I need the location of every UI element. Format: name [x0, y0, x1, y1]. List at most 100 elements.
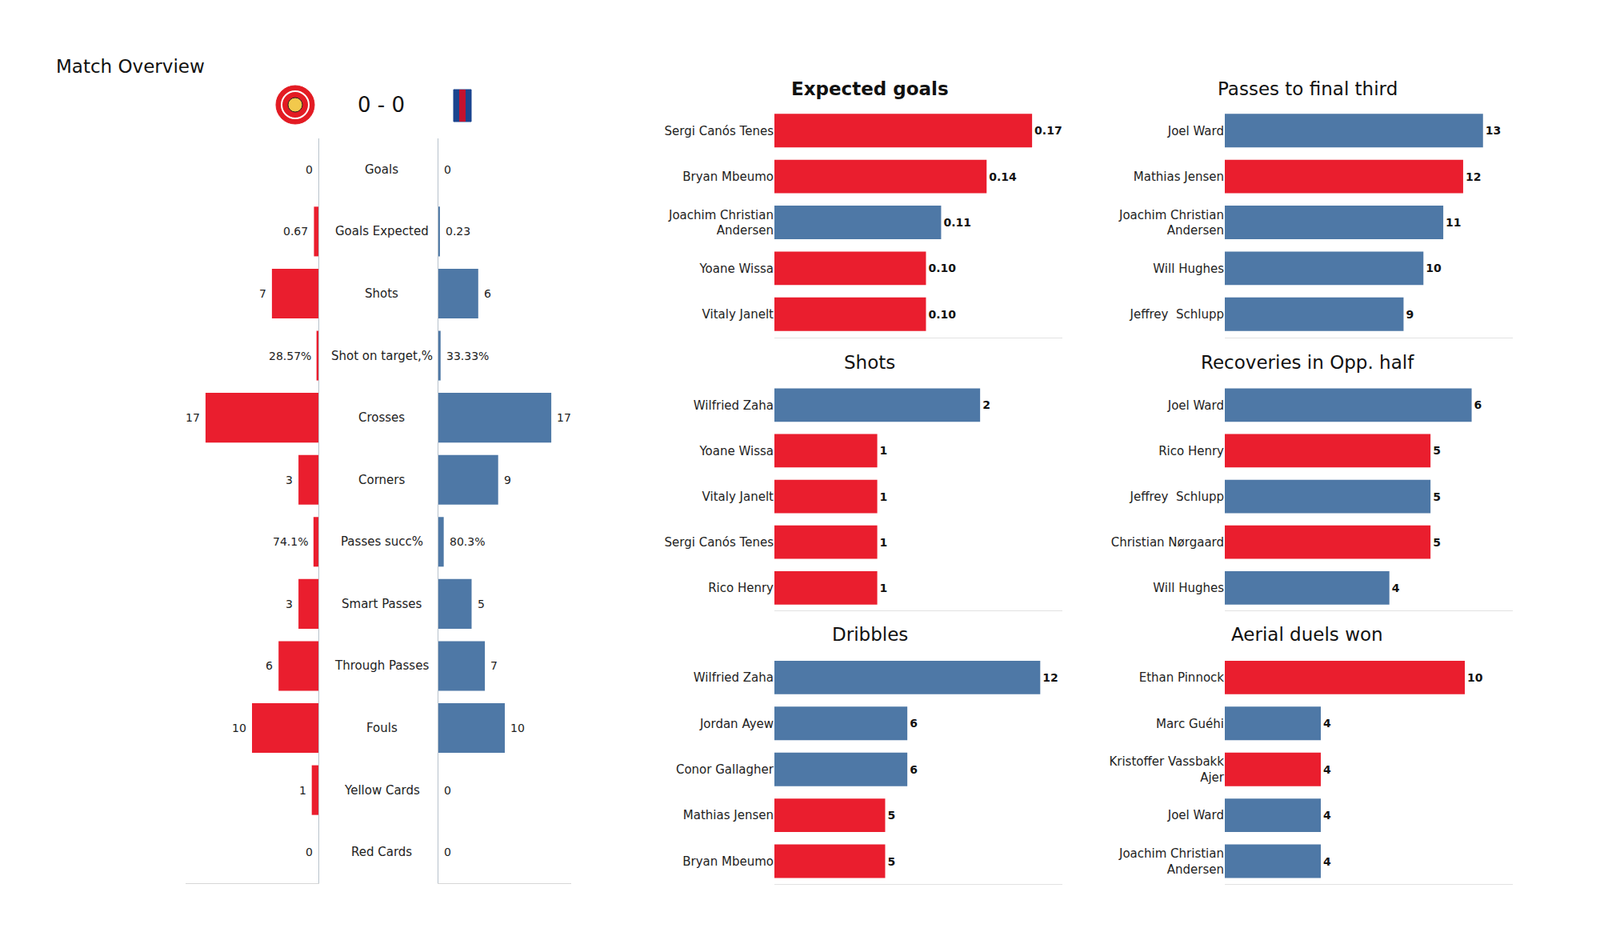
svg-text:Smart Passes: Smart Passes: [341, 596, 423, 612]
svg-text:5: 5: [887, 855, 896, 868]
svg-text:4: 4: [1323, 763, 1332, 776]
svg-text:Will Hughes: Will Hughes: [1152, 261, 1224, 276]
svg-text:Expected goals: Expected goals: [791, 78, 949, 100]
svg-text:Conor Gallagher: Conor Gallagher: [676, 762, 775, 777]
svg-text:Christian Nørgaard: Christian Nørgaard: [1111, 535, 1224, 550]
svg-text:12: 12: [1042, 671, 1058, 684]
svg-text:Joachim ChristianAndersen: Joachim ChristianAndersen: [668, 208, 774, 239]
svg-text:7: 7: [259, 287, 267, 300]
svg-text:74.1%: 74.1%: [272, 535, 308, 548]
svg-text:12: 12: [1465, 170, 1481, 184]
svg-text:Joachim ChristianAndersen: Joachim ChristianAndersen: [1118, 208, 1224, 239]
svg-text:1: 1: [880, 490, 888, 504]
svg-text:5: 5: [477, 597, 485, 611]
svg-text:4: 4: [1323, 808, 1332, 822]
svg-text:2: 2: [982, 398, 991, 412]
svg-text:10: 10: [510, 721, 525, 735]
svg-text:Corners: Corners: [358, 472, 405, 488]
svg-text:0.10: 0.10: [928, 308, 956, 321]
svg-text:Bryan Mbeumo: Bryan Mbeumo: [682, 854, 774, 869]
svg-text:Joel Ward: Joel Ward: [1167, 808, 1224, 823]
svg-text:Vitaly Janelt: Vitaly Janelt: [702, 489, 775, 504]
svg-text:10: 10: [1467, 671, 1484, 684]
svg-text:7: 7: [490, 659, 498, 672]
svg-text:Recoveries in Opp. half: Recoveries in Opp. half: [1200, 352, 1415, 373]
svg-text:Bryan Mbeumo: Bryan Mbeumo: [682, 169, 774, 184]
svg-text:Aerial duels won: Aerial duels won: [1231, 624, 1384, 645]
svg-text:Passes to final third: Passes to final third: [1217, 78, 1398, 100]
svg-text:Red Cards: Red Cards: [351, 844, 412, 860]
svg-text:Yoane Wissa: Yoane Wissa: [698, 444, 774, 459]
svg-text:Joachim ChristianAndersen: Joachim ChristianAndersen: [1118, 846, 1224, 877]
svg-text:Joel Ward: Joel Ward: [1167, 124, 1224, 139]
svg-text:33.33%: 33.33%: [446, 349, 489, 363]
svg-text:Rico Henry: Rico Henry: [1158, 444, 1224, 459]
svg-text:0.67: 0.67: [283, 224, 308, 238]
svg-text:1: 1: [299, 784, 307, 797]
svg-text:0: 0: [305, 845, 313, 859]
svg-text:Sergi Canós Tenes: Sergi Canós Tenes: [664, 124, 775, 139]
svg-text:1: 1: [880, 444, 888, 457]
svg-text:9: 9: [1405, 308, 1414, 321]
svg-text:0.23: 0.23: [445, 224, 471, 238]
svg-text:Passes succ%: Passes succ%: [340, 534, 424, 549]
svg-text:Fouls: Fouls: [366, 720, 398, 736]
svg-text:Wilfried Zaha: Wilfried Zaha: [693, 670, 774, 685]
svg-text:Wilfried Zaha: Wilfried Zaha: [693, 398, 774, 413]
svg-text:Rico Henry: Rico Henry: [708, 580, 774, 596]
svg-text:9: 9: [504, 473, 512, 487]
svg-text:0.10: 0.10: [928, 261, 956, 275]
svg-text:0: 0: [305, 163, 313, 176]
svg-text:13: 13: [1485, 124, 1501, 137]
svg-text:17: 17: [185, 411, 200, 424]
svg-text:3: 3: [285, 473, 293, 487]
svg-text:3: 3: [285, 597, 293, 611]
svg-text:Dribbles: Dribbles: [832, 624, 908, 645]
svg-text:0.17: 0.17: [1034, 124, 1063, 137]
svg-text:Jeffrey Schlupp: Jeffrey Schlupp: [1129, 489, 1224, 504]
svg-text:Mathias Jensen: Mathias Jensen: [683, 808, 774, 823]
svg-text:Goals Expected: Goals Expected: [335, 224, 429, 239]
svg-text:80.3%: 80.3%: [449, 535, 485, 548]
svg-text:5: 5: [1432, 444, 1441, 457]
svg-text:5: 5: [1432, 536, 1441, 549]
svg-text:Sergi Canós Tenes: Sergi Canós Tenes: [664, 535, 775, 550]
svg-text:Shots: Shots: [364, 286, 399, 301]
svg-text:Goals: Goals: [364, 162, 399, 177]
svg-text:0.11: 0.11: [943, 216, 972, 229]
svg-text:Yoane Wissa: Yoane Wissa: [698, 261, 774, 276]
svg-text:17: 17: [556, 411, 572, 424]
svg-text:4: 4: [1323, 855, 1332, 868]
svg-text:11: 11: [1445, 216, 1461, 229]
svg-text:0: 0: [444, 163, 452, 176]
svg-text:Match Overview: Match Overview: [56, 56, 205, 77]
svg-text:5: 5: [887, 808, 896, 822]
svg-text:Joel Ward: Joel Ward: [1167, 398, 1224, 413]
svg-text:0: 0: [444, 784, 452, 797]
svg-text:1: 1: [880, 536, 888, 549]
svg-text:6: 6: [909, 763, 918, 776]
svg-text:Through Passes: Through Passes: [334, 658, 429, 673]
svg-text:1: 1: [880, 581, 888, 595]
svg-text:Marc Guéhi: Marc Guéhi: [1156, 716, 1224, 732]
svg-text:10: 10: [1425, 261, 1442, 275]
svg-text:6: 6: [909, 716, 918, 730]
svg-text:Will Hughes: Will Hughes: [1152, 580, 1224, 596]
svg-text:0.14: 0.14: [988, 170, 1017, 184]
svg-text:4: 4: [1323, 716, 1332, 730]
svg-text:28.57%: 28.57%: [268, 349, 312, 363]
svg-text:Jordan Ayew: Jordan Ayew: [699, 716, 774, 732]
svg-text:6: 6: [1474, 398, 1483, 412]
svg-text:Shots: Shots: [844, 352, 896, 373]
svg-text:Yellow Cards: Yellow Cards: [344, 783, 420, 798]
svg-text:6: 6: [265, 659, 273, 672]
svg-text:5: 5: [1432, 490, 1441, 504]
svg-text:Vitaly Janelt: Vitaly Janelt: [702, 307, 775, 322]
svg-text:4: 4: [1392, 581, 1400, 595]
svg-text:Jeffrey Schlupp: Jeffrey Schlupp: [1129, 307, 1224, 322]
svg-text:Ethan Pinnock: Ethan Pinnock: [1139, 670, 1225, 685]
svg-text:6: 6: [484, 287, 492, 300]
svg-text:Mathias Jensen: Mathias Jensen: [1133, 169, 1224, 184]
svg-text:0 - 0: 0 - 0: [357, 92, 405, 117]
svg-text:Kristoffer VassbakkAjer: Kristoffer VassbakkAjer: [1108, 754, 1224, 785]
